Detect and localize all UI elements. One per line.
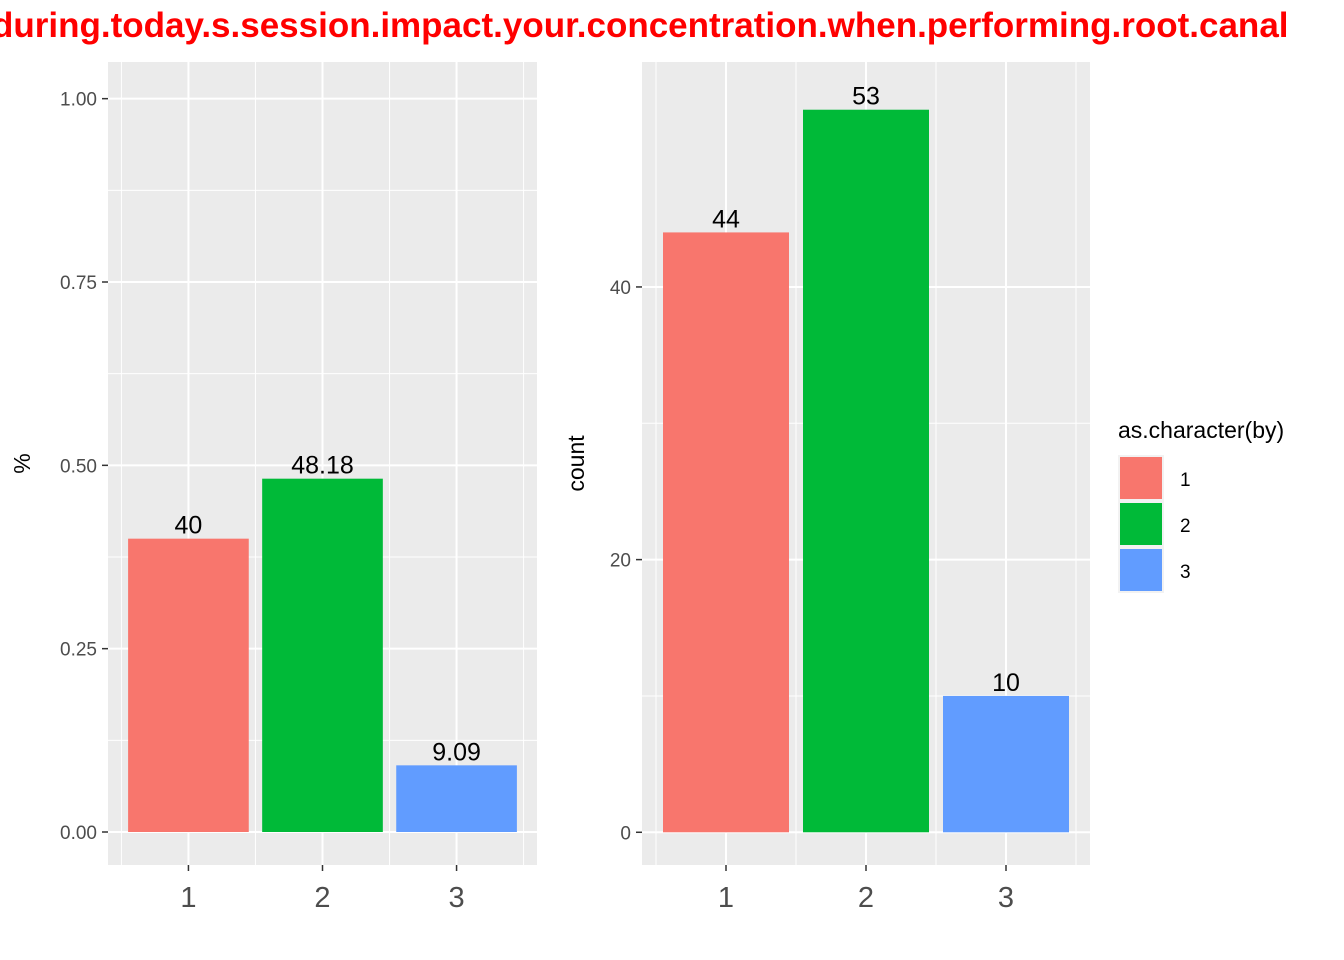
- legend-label: 2: [1180, 516, 1191, 537]
- bar-1: [128, 538, 249, 832]
- y-axis-title: count: [563, 435, 589, 492]
- legend-title: as.character(by): [1118, 417, 1284, 443]
- chart-title-text: during.today.s.session.impact.your.conce…: [0, 6, 1289, 45]
- bar-1: [663, 232, 789, 833]
- y-tick-label: 0.00: [60, 823, 97, 844]
- y-tick-label: 40: [610, 278, 631, 299]
- legend: as.character(by) 1 2 3: [1118, 417, 1284, 593]
- legend-swatch-3: [1120, 549, 1162, 591]
- x-tick-label: 1: [180, 882, 196, 914]
- bar-3: [396, 765, 517, 832]
- y-tick-label: 20: [610, 551, 631, 572]
- x-tick-label: 2: [858, 882, 874, 914]
- count-panel: 0 20 40 1 2 3 44 53 10 count: [563, 62, 1090, 914]
- chart-title: during.today.s.session.impact.your.conce…: [0, 0, 1344, 46]
- bar-label: 44: [712, 205, 740, 233]
- bar-label: 53: [852, 83, 880, 111]
- x-tick-label: 1: [718, 882, 734, 914]
- x-tick-label: 2: [314, 882, 330, 914]
- percent-panel: 0.00 0.25 0.50 0.75 1.00 1 2 3 40 48.18 9.09%: [9, 62, 537, 914]
- x-tick-label: 3: [998, 882, 1014, 914]
- bar-label: 10: [992, 669, 1020, 697]
- legend-swatch-2: [1120, 503, 1162, 545]
- bar-3: [943, 695, 1069, 833]
- y-tick-label: 0.25: [60, 640, 97, 661]
- y-tick-label: 1.00: [60, 90, 97, 111]
- bar-label: 9.09: [432, 738, 481, 766]
- legend-swatch-1: [1120, 457, 1162, 499]
- y-axis-title: %: [9, 453, 35, 473]
- bar-2: [262, 478, 383, 832]
- y-tick-label: 0.50: [60, 456, 97, 477]
- legend-label: 3: [1180, 562, 1191, 583]
- bar-label: 40: [175, 512, 203, 540]
- y-tick-label: 0.75: [60, 273, 97, 294]
- legend-label: 1: [1180, 470, 1191, 491]
- bar-2: [803, 109, 929, 833]
- bar-label: 48.18: [291, 452, 354, 480]
- y-tick-label: 0: [620, 823, 631, 844]
- x-tick-label: 3: [448, 882, 464, 914]
